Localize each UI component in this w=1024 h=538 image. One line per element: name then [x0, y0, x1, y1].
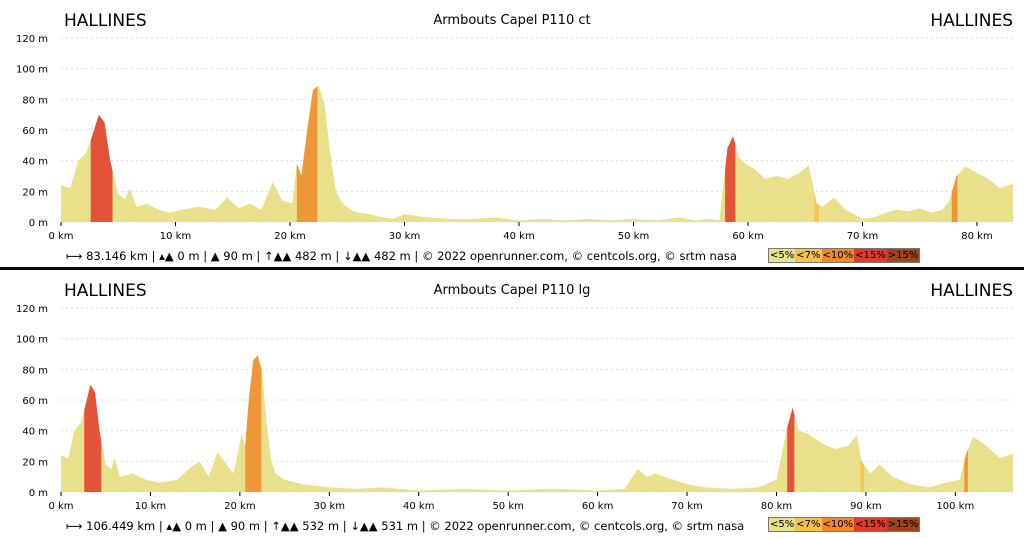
distance-value: 83.146 km: [86, 249, 148, 263]
legend-item: >15%: [886, 249, 920, 262]
min-altitude-value: 0 m: [177, 249, 200, 263]
y-tick-label: 100 m: [16, 65, 48, 76]
gradient-legend-lg: <5% <7% <10% <15% >15%: [768, 517, 921, 532]
x-tick-label: 10 km: [160, 231, 191, 242]
x-tick-label: 60 km: [732, 231, 763, 242]
y-tick-label: 120 m: [16, 34, 48, 45]
end-label: HALLINES: [930, 281, 1013, 301]
y-tick-label: 80 m: [22, 95, 48, 106]
ascent-value: 532 m: [302, 519, 340, 533]
chart-title: Armbouts Capel P110 ct: [433, 13, 590, 28]
legend-item: <7%: [795, 249, 822, 262]
steep-segment: [787, 355, 795, 492]
x-tick-label: 50 km: [618, 231, 649, 242]
descent-icon: ↓▲▲: [350, 519, 378, 533]
x-tick-label: 60 km: [582, 501, 613, 512]
x-tick-label: 20 km: [224, 501, 255, 512]
min-altitude-icon: ▴▲: [166, 519, 182, 533]
x-tick-label: 80 km: [761, 501, 792, 512]
legend-item: >15%: [886, 518, 920, 531]
x-tick-label: 70 km: [671, 501, 702, 512]
end-label: HALLINES: [930, 11, 1013, 31]
x-tick-label: 0 km: [48, 501, 73, 512]
descent-icon: ↓▲▲: [342, 249, 371, 263]
elevation-area: [61, 355, 1013, 492]
x-tick-label: 80 km: [961, 231, 992, 242]
elevation-area: [61, 85, 1013, 222]
ascent-icon: ↑▲▲: [271, 519, 299, 533]
legend-item: <10%: [821, 249, 855, 262]
y-tick-label: 0 m: [29, 218, 48, 229]
x-tick-label: 10 km: [135, 501, 166, 512]
max-altitude-icon: ▲: [218, 519, 227, 533]
legend-item: <15%: [854, 249, 887, 262]
elevation-chart-ct: HALLINES Armbouts Capel P110 ct HALLINES 0 …: [16, 11, 1013, 242]
min-altitude-value: 0 m: [184, 519, 207, 533]
y-tick-label: 60 m: [22, 126, 48, 137]
x-tick-label: 40 km: [503, 231, 534, 242]
x-tick-label: 90 km: [850, 501, 881, 512]
credits: © 2022 openrunner.com, © centcols.org, ©…: [421, 249, 737, 263]
credits: © 2022 openrunner.com, © centcols.org, ©…: [429, 519, 745, 533]
x-tick-label: 20 km: [274, 231, 305, 242]
ascent-icon: ↑▲▲: [263, 249, 292, 263]
distance-icon: ⟼: [66, 519, 83, 533]
max-altitude-icon: ▲: [210, 249, 220, 263]
legend-item: <5%: [769, 249, 796, 262]
elevation-chart-lg: HALLINES Armbouts Capel P110 lg HALLINES 0 …: [16, 281, 1013, 512]
gradient-legend-ct: <5% <7% <10% <15% >15%: [768, 248, 921, 263]
y-tick-label: 0 m: [29, 488, 48, 499]
distance-icon: ⟼: [66, 249, 83, 263]
chart-title: Armbouts Capel P110 lg: [434, 283, 591, 298]
legend-item: <10%: [821, 518, 855, 531]
max-altitude-value: 90 m: [230, 519, 261, 533]
legend-item: <15%: [854, 518, 887, 531]
y-tick-label: 40 m: [22, 427, 48, 438]
stats-bar-lg: ⟼ 106.449 km | ▴▲ 0 m | ▲ 90 m | ↑▲▲ 532…: [66, 519, 745, 533]
x-tick-label: 40 km: [403, 501, 434, 512]
y-tick-label: 20 m: [22, 457, 48, 468]
steep-segment: [725, 85, 736, 222]
stats-bar-ct: ⟼ 83.146 km | ▴▲ 0 m | ▲ 90 m | ↑▲▲ 482 …: [66, 249, 737, 263]
legend-item: <5%: [769, 518, 796, 531]
min-altitude-icon: ▴▲: [159, 249, 174, 263]
y-tick-label: 100 m: [16, 335, 48, 346]
x-tick-label: 30 km: [314, 501, 345, 512]
x-tick-label: 70 km: [847, 231, 878, 242]
steep-segment: [90, 85, 113, 222]
x-tick-label: 30 km: [389, 231, 420, 242]
x-tick-label: 100 km: [936, 501, 974, 512]
steep-segment: [84, 355, 102, 492]
ascent-value: 482 m: [294, 249, 332, 263]
descent-value: 531 m: [381, 519, 419, 533]
distance-value: 106.449 km: [86, 519, 156, 533]
y-tick-label: 40 m: [22, 157, 48, 168]
x-tick-label: 0 km: [48, 231, 73, 242]
start-label: HALLINES: [64, 281, 147, 301]
y-tick-label: 120 m: [16, 304, 48, 315]
y-tick-label: 60 m: [22, 396, 48, 407]
descent-value: 482 m: [373, 249, 411, 263]
legend-item: <7%: [795, 518, 822, 531]
y-tick-label: 20 m: [22, 187, 48, 198]
x-tick-label: 50 km: [492, 501, 523, 512]
max-altitude-value: 90 m: [223, 249, 253, 263]
start-label: HALLINES: [64, 11, 147, 31]
y-tick-label: 80 m: [22, 365, 48, 376]
section-divider: [0, 267, 1024, 270]
